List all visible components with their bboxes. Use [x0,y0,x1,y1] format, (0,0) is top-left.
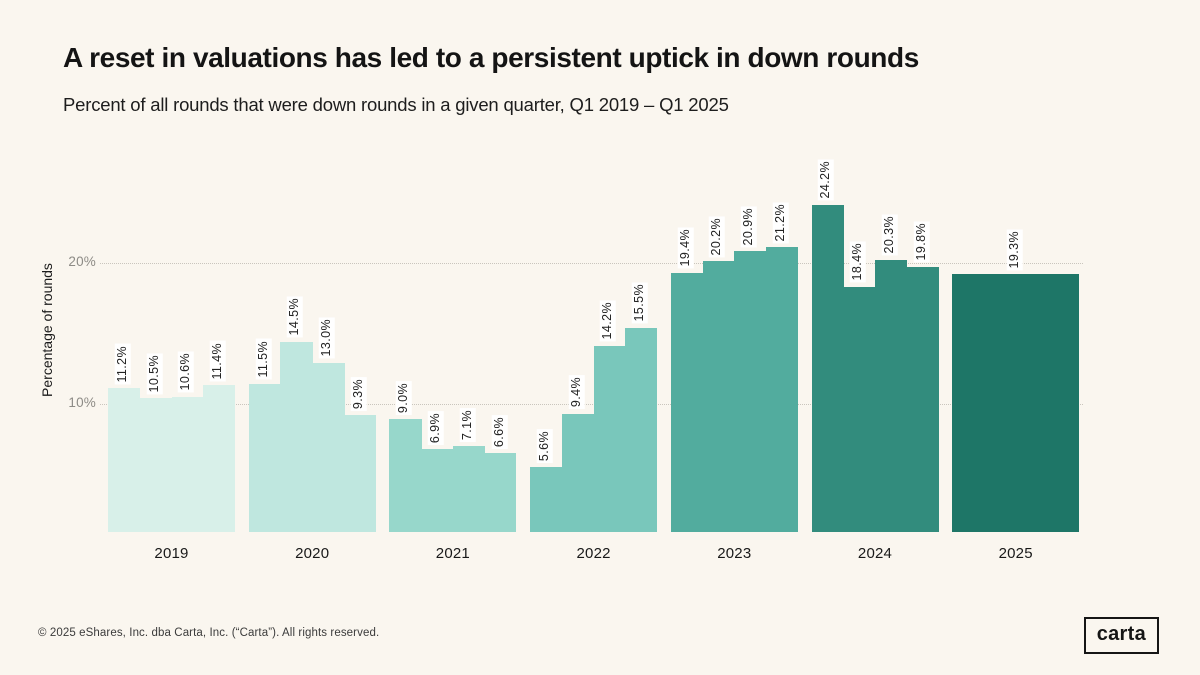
bar-2024-q2 [843,286,876,532]
bar-value-label: 6.9% [428,410,444,445]
bar-value-label: 10.6% [178,351,195,393]
year-label-2023: 2023 [717,545,752,562]
carta-logo: carta [1083,617,1159,654]
bar-value-label: 14.5% [287,296,304,338]
bar-value-label: 20.3% [881,214,898,256]
bar-2021-q4 [484,453,517,532]
bar-2021-q1 [389,419,422,532]
plot-area: 11.2% 10.5% 10.6% 11.4% 2019 11.5% 14.5% 13.0% 9… [100,142,1083,562]
bar-2024-q4 [906,266,939,532]
bar-value-label: 19.3% [1006,228,1023,270]
bar-2020-q2 [280,341,313,532]
bar-2022-q3 [593,345,626,532]
bar-2019-q2 [139,398,173,532]
bar-value-label: 5.6% [536,429,553,464]
bar-value-label: 19.8% [913,221,930,263]
bar-2021-q3 [452,446,486,532]
year-label-2020: 2020 [295,545,330,562]
y-axis-ticks: 10% 20% [50,0,96,675]
bar-value-label: 20.9% [741,205,757,248]
gridline-20 [100,263,1083,265]
bar-2019-q3 [171,396,204,532]
y-tick-label-20: 20% [68,254,96,270]
bar-value-label: 18.4% [850,241,866,283]
bar-2022-q4 [625,327,658,532]
year-label-2021: 2021 [435,545,470,562]
page-subtitle: Percent of all rounds that were down rou… [63,94,729,115]
bar-value-label: 11.2% [114,343,131,385]
page-title: A reset in valuations has led to a persi… [63,42,919,73]
bar-2019-q1 [108,388,141,532]
year-label-2024: 2024 [857,545,893,562]
bar-value-label: 19.4% [677,227,694,269]
bar-2023-q1 [670,272,704,532]
year-label-2022: 2022 [576,545,611,562]
bar-value-label: 14.2% [600,300,617,342]
bar-value-label: 24.2% [818,159,835,201]
bar-2024-q1 [811,204,844,532]
bar-2020-q3 [312,362,345,532]
y-tick-label-10: 10% [68,395,96,411]
bar-value-label: 10.5% [146,352,163,395]
bar-value-label: 21.2% [772,201,789,244]
bar-value-label: 9.3% [350,376,367,411]
bar-value-label: 6.6% [491,414,508,450]
bar-2023-q4 [766,247,798,532]
bar-value-label: 13.0% [319,317,335,359]
bar-2020-q1 [248,383,282,532]
bar-2022-q2 [561,413,595,532]
bar-value-label: 15.5% [632,282,648,324]
bar-value-label: 9.0% [396,381,413,416]
bar-2024-q3 [875,259,908,532]
bar-value-label: 11.4% [210,340,226,382]
gridline-10 [100,404,1083,406]
year-label-2025: 2025 [998,545,1033,562]
bar-2023-q3 [734,251,767,532]
carta-logo-text: carta [1096,623,1146,645]
bar-2021-q2 [421,448,454,532]
bar-value-label: 11.5% [255,339,272,380]
bar-2022-q1 [530,467,563,532]
year-label-2019: 2019 [154,545,189,562]
bar-value-label: 20.2% [709,215,726,258]
bar-2025-q1 [952,273,1080,532]
bar-2019-q4 [203,385,235,532]
footer-copyright: © 2025 eShares, Inc. dba Carta, Inc. (“C… [38,627,380,639]
bar-value-label: 9.4% [568,375,585,410]
bar-2020-q4 [343,414,376,532]
bar-2023-q2 [702,261,735,532]
bar-value-label: 7.1% [459,407,476,442]
